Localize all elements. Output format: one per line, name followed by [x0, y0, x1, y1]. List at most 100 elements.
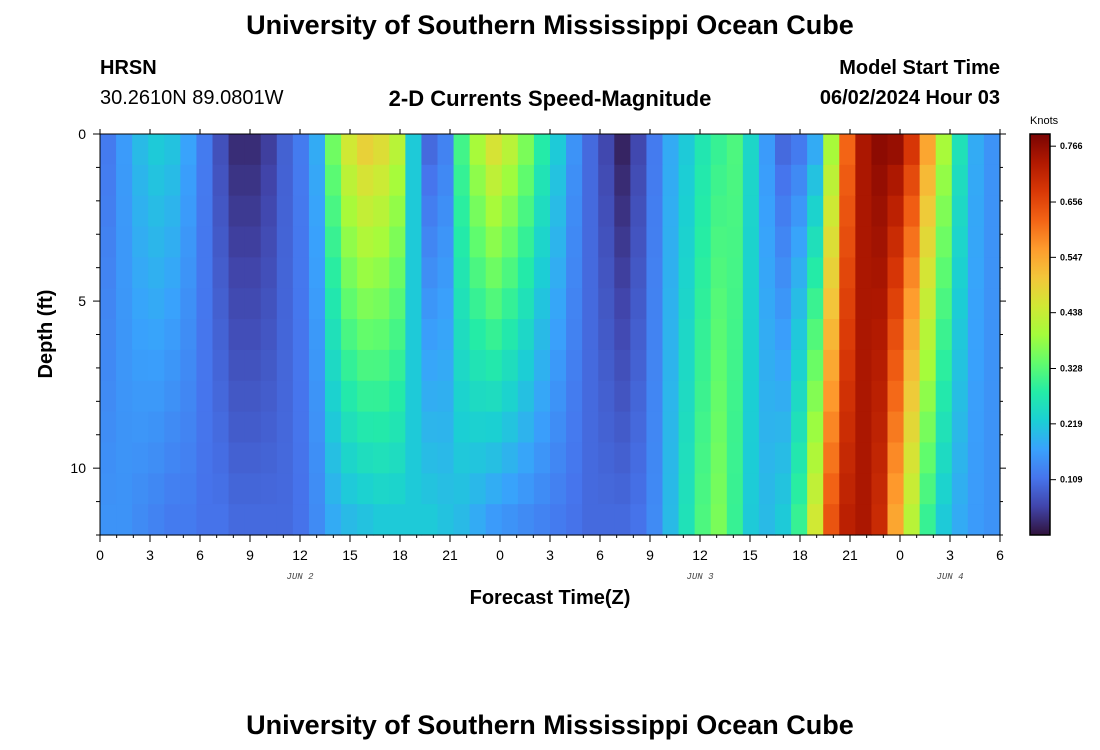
- station-name: HRSN: [100, 57, 157, 79]
- heatmap-cell: [935, 164, 953, 197]
- heatmap-cell: [228, 195, 246, 228]
- heatmap-cell: [951, 442, 969, 474]
- heatmap-cell: [726, 257, 744, 289]
- heatmap-cell: [775, 319, 792, 351]
- heatmap-cell: [662, 442, 680, 474]
- heatmap-cell: [871, 349, 889, 382]
- heatmap-cell: [791, 442, 808, 474]
- heatmap-cell: [550, 319, 567, 351]
- x-tick-label: 15: [342, 547, 358, 563]
- heatmap-cell: [550, 257, 567, 289]
- heatmap-cell: [758, 380, 776, 413]
- heatmap-cell: [469, 504, 487, 536]
- heatmap-cell: [823, 226, 840, 258]
- heatmap-cell: [421, 349, 439, 382]
- heatmap-cell: [308, 288, 326, 320]
- heatmap-cell: [935, 411, 953, 444]
- heatmap-cell: [566, 442, 583, 474]
- heatmap-cell: [325, 442, 342, 474]
- heatmap-cell: [453, 349, 471, 382]
- heatmap-cell: [630, 226, 648, 258]
- heatmap-cell: [469, 411, 487, 444]
- heatmap-cell: [164, 319, 181, 351]
- heatmap-cell: [196, 164, 214, 197]
- heatmap-cell: [164, 473, 181, 505]
- heatmap-cell: [341, 257, 358, 289]
- heatmap-cell: [341, 134, 358, 166]
- heatmap-cell: [694, 442, 712, 474]
- heatmap-cell: [196, 504, 214, 536]
- heatmap-cell: [935, 134, 953, 166]
- heatmap-cell: [967, 504, 985, 536]
- heatmap-cell: [260, 411, 278, 444]
- heatmap-cell: [292, 380, 310, 413]
- heatmap-cell: [871, 319, 889, 351]
- heatmap-cell: [967, 319, 985, 351]
- heatmap-cell: [855, 473, 873, 505]
- heatmap-cell: [758, 504, 776, 536]
- heatmap-cell: [550, 288, 567, 320]
- heatmap-cell: [116, 411, 133, 444]
- heatmap-cell: [678, 411, 696, 444]
- heatmap-cell: [276, 134, 294, 166]
- heatmap-cell: [533, 442, 551, 474]
- heatmap-cell: [212, 504, 230, 536]
- heatmap-cell: [726, 442, 744, 474]
- heatmap-cell: [453, 134, 471, 166]
- heatmap-cell: [437, 473, 455, 505]
- heatmap-cell: [582, 504, 599, 536]
- heatmap-cell: [726, 195, 744, 228]
- heatmap-cell: [308, 257, 326, 289]
- heatmap-cell: [694, 257, 712, 289]
- heatmap-cell: [550, 134, 567, 166]
- heatmap-cell: [100, 504, 117, 536]
- heatmap-cell: [212, 473, 230, 505]
- heatmap-cell: [292, 134, 310, 166]
- heatmap-cell: [100, 473, 117, 505]
- heatmap-cell: [533, 504, 551, 536]
- heatmap-cell: [421, 134, 439, 166]
- x-tick-label: 21: [842, 547, 858, 563]
- heatmap-cell: [421, 164, 439, 197]
- heatmap-cell: [196, 226, 214, 258]
- heatmap-cell: [823, 319, 840, 351]
- heatmap-cell: [678, 226, 696, 258]
- heatmap-cell: [501, 442, 519, 474]
- heatmap-cell: [341, 164, 358, 197]
- heatmap-cell: [823, 349, 840, 382]
- heatmap-cell: [582, 411, 599, 444]
- heatmap-cell: [196, 473, 214, 505]
- heatmap-cell: [903, 504, 921, 536]
- heatmap-cell: [196, 442, 214, 474]
- heatmap-cell: [100, 195, 117, 228]
- heatmap-cell: [533, 134, 551, 166]
- heatmap-cell: [260, 195, 278, 228]
- heatmap-cell: [630, 349, 648, 382]
- heatmap-cell: [871, 134, 889, 166]
- heatmap-cell: [132, 411, 149, 444]
- heatmap-cell: [373, 504, 390, 536]
- heatmap-cell: [132, 319, 149, 351]
- heatmap-cell: [726, 380, 744, 413]
- heatmap-cell: [132, 473, 149, 505]
- heatmap-cell: [630, 380, 648, 413]
- heatmap-cell: [823, 380, 840, 413]
- heatmap-cell: [437, 349, 455, 382]
- heatmap-cell: [839, 134, 856, 166]
- date-label: JUN 3: [686, 572, 714, 582]
- heatmap-cell: [807, 473, 824, 505]
- heatmap-cell: [517, 257, 535, 289]
- heatmap-cell: [292, 257, 310, 289]
- heatmap-cell: [887, 226, 905, 258]
- heatmap-cell: [373, 349, 390, 382]
- heatmap-cell: [807, 380, 824, 413]
- heatmap-cell: [710, 257, 728, 289]
- heatmap-cell: [533, 195, 551, 228]
- heatmap-cell: [758, 226, 776, 258]
- heatmap-cell: [919, 473, 937, 505]
- heatmap-cell: [196, 257, 214, 289]
- heatmap-cell: [919, 134, 937, 166]
- heatmap-cell: [646, 504, 664, 536]
- heatmap-cell: [276, 411, 294, 444]
- heatmap-cell: [485, 473, 503, 505]
